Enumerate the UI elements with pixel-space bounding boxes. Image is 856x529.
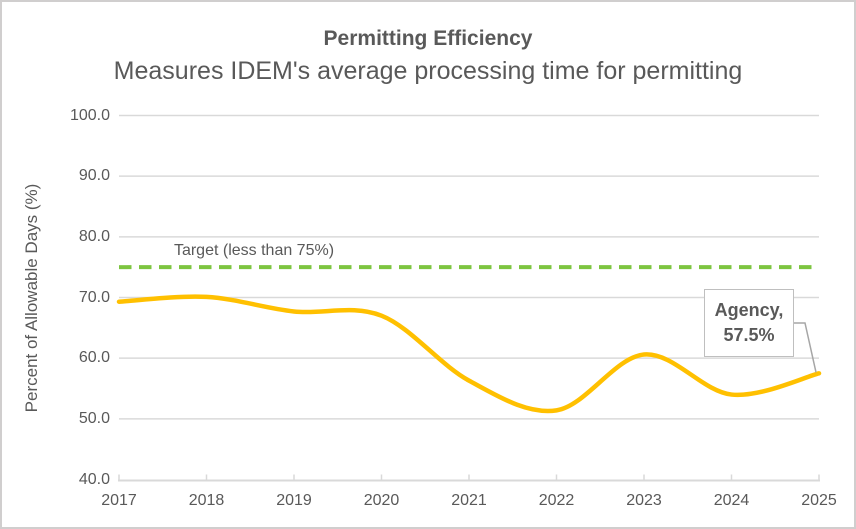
x-tick-label: 2024 (713, 492, 750, 509)
x-tick-label: 2022 (538, 492, 575, 509)
x-tick-label: 2025 (801, 492, 837, 509)
callout-value: 57.5% (723, 325, 775, 345)
x-axis-line (118, 474, 820, 482)
callout-series-name: Agency, (714, 300, 784, 320)
chart-subtitle: Measures IDEM's average processing time … (113, 57, 743, 85)
callout-leader-line (794, 322, 817, 373)
y-tick-label: 90.0 (78, 167, 110, 185)
y-tick-label: 50.0 (78, 409, 110, 427)
y-tick-label: 80.0 (78, 227, 110, 245)
chart-title: Permitting Efficiency (323, 27, 533, 50)
x-tick-label: 2018 (188, 492, 225, 509)
gridlines (119, 114, 819, 420)
x-tick-label: 2020 (363, 492, 400, 509)
agency-line (116, 294, 822, 414)
y-axis-title: Percent of Allowable Days (%) (22, 183, 41, 413)
y-tick-label: 100.0 (69, 106, 110, 124)
x-tick-label: 2017 (101, 492, 137, 509)
x-tick-label: 2019 (276, 492, 312, 509)
x-tick-label: 2023 (626, 492, 662, 509)
target-line-label: Target (less than 75%) (173, 242, 335, 259)
y-tick-label: 70.0 (78, 288, 110, 306)
y-tick-label: 40.0 (78, 470, 110, 488)
y-tick-label: 60.0 (78, 349, 110, 367)
x-tick-label: 2021 (451, 492, 487, 509)
agency-callout: Agency, 57.5% (704, 289, 794, 357)
